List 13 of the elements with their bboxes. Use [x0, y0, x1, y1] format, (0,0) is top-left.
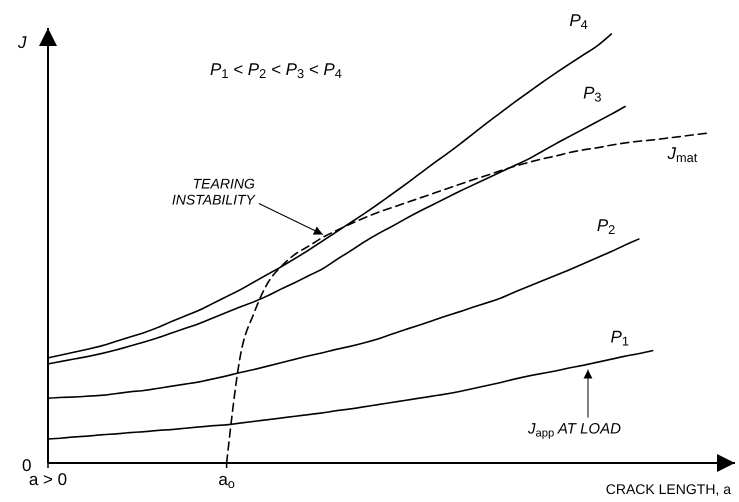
series-label: P$_{3}$ [583, 84, 602, 105]
annotation: J$_{app}$ AT LOAD [526, 420, 622, 440]
series-label: P$_{1}$ [610, 328, 629, 349]
annotation: P$_{1}$ < P$_{2}$ < P$_{3}$ < P$_{4}$ [210, 60, 342, 82]
y-axis-title: J [17, 33, 27, 52]
series-label: J$_{mat}$ [666, 144, 698, 166]
x-tick-label: a$_{o}$ [218, 470, 235, 492]
x-axis-title: CRACK LENGTH, a [606, 481, 732, 497]
text: 0 [22, 456, 32, 475]
series-label: P$_{4}$ [569, 11, 588, 32]
annotation: TEARING INSTABILITY [172, 175, 257, 208]
series-label: P$_{2}$ [596, 216, 616, 238]
x-tick-label: a > 0 [28, 470, 68, 489]
